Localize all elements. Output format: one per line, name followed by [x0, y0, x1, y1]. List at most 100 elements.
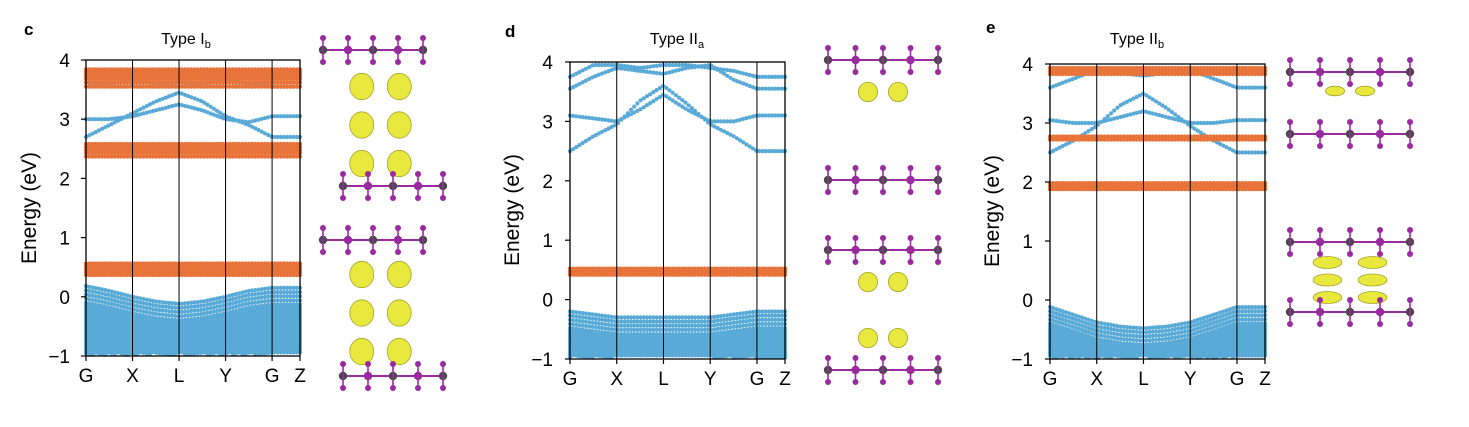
conduction-point [147, 109, 152, 114]
flat-band-point [141, 141, 146, 147]
valence-point [253, 296, 258, 301]
conduction-point [87, 117, 92, 122]
valence-point [157, 351, 162, 356]
atom [420, 35, 426, 41]
flat-band-point [157, 154, 162, 159]
conduction-point [259, 116, 264, 121]
valence-point [144, 310, 149, 315]
valence-point [160, 300, 165, 305]
isosurface-blob [888, 327, 909, 348]
flat-band-point [230, 67, 236, 72]
conduction-point [291, 134, 296, 140]
valence-point [294, 285, 299, 290]
conduction-point [294, 134, 299, 140]
conduction-point [221, 116, 226, 121]
conduction-point [635, 101, 640, 106]
conduction-point [93, 117, 98, 122]
flat-band-point [275, 141, 280, 147]
atom [907, 235, 914, 241]
valence-point [195, 312, 200, 317]
flat-band-point [198, 67, 204, 72]
valence-point [234, 300, 239, 305]
valence-point [106, 301, 111, 306]
valence-point [291, 350, 296, 355]
valence-point [119, 304, 124, 309]
atom [852, 379, 859, 385]
conduction-point [632, 104, 637, 109]
valence-point [170, 301, 175, 306]
valence-point [285, 298, 290, 303]
valence-point [246, 297, 251, 302]
conduction-point [112, 116, 117, 121]
inorganic-layer [338, 171, 448, 201]
flat-band-point [115, 84, 121, 89]
valence-point [205, 306, 210, 311]
conduction-point [141, 111, 146, 116]
flat-band-point [163, 141, 169, 147]
valence-point [122, 305, 127, 310]
flat-band-point [214, 84, 220, 89]
flat-band-point [249, 141, 255, 147]
valence-point [221, 295, 226, 300]
valence-point [173, 301, 178, 306]
valence-point [272, 298, 277, 303]
flat-band-point [198, 154, 204, 159]
valence-point [221, 351, 226, 356]
valence-point [182, 309, 188, 314]
flat-band-point [179, 67, 184, 72]
valence-point [166, 309, 172, 314]
valence-point [151, 311, 156, 316]
valence-point [163, 300, 168, 305]
isosurface-blob [386, 337, 412, 366]
valence-point [294, 290, 299, 295]
conduction-point [115, 116, 120, 121]
valence-point [93, 290, 98, 295]
conduction-point [93, 130, 98, 135]
valence-point [99, 287, 105, 292]
conduction-point [256, 117, 261, 122]
flat-band-point [237, 84, 242, 89]
conduction-point [243, 119, 248, 124]
atom [365, 195, 371, 201]
flat-band-point [154, 84, 159, 89]
valence-point [243, 293, 248, 298]
conduction-point [160, 96, 165, 101]
flat-band-point [128, 67, 133, 72]
valence-point [237, 303, 242, 308]
atom [370, 225, 376, 231]
flat-band-point [275, 84, 280, 89]
valence-point [182, 301, 188, 306]
x-tick-label: Y [704, 369, 717, 390]
valence-point [250, 288, 255, 293]
flat-band-point [150, 141, 156, 147]
flat-band-point [233, 67, 239, 72]
atom [825, 165, 831, 171]
atom [880, 165, 886, 171]
flat-band-point [233, 154, 239, 159]
flat-band-point [118, 67, 124, 72]
flat-band-point [144, 154, 149, 159]
flat-band-point [115, 80, 121, 85]
flat-band-point [125, 154, 130, 159]
flat-band-point [278, 154, 283, 159]
atom [415, 171, 421, 177]
conduction-point [144, 110, 149, 115]
chart-title-sub: a [698, 39, 705, 51]
valence-point [208, 310, 213, 315]
flat-band-point [103, 67, 108, 72]
atom [880, 45, 886, 51]
flat-bands [567, 266, 788, 277]
flat-band-point [227, 84, 232, 89]
flat-band-point [240, 141, 245, 147]
atom [825, 69, 831, 75]
valence-point [281, 294, 287, 299]
atom [320, 249, 326, 255]
valence-point [285, 350, 290, 355]
valence-point [96, 290, 101, 295]
conduction-point [202, 108, 207, 114]
valence-point [262, 299, 267, 304]
valence-point [259, 291, 264, 296]
valence-point [266, 290, 271, 295]
flat-band-point [103, 154, 108, 159]
conduction-point [683, 100, 688, 105]
